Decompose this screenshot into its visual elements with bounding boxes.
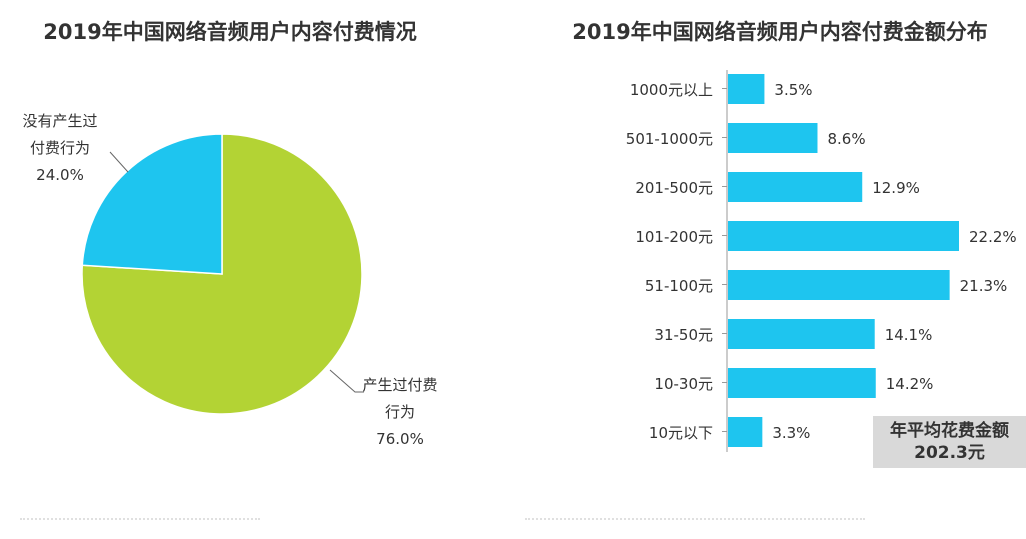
footer-source-left bbox=[20, 518, 260, 528]
pie-leader-line-1 bbox=[109, 151, 129, 173]
pie-slice-label-1: 没有产生过 bbox=[22, 112, 97, 130]
bar-category-label-3: 101-200元 bbox=[635, 228, 713, 246]
bar-value-label-7: 3.3% bbox=[772, 424, 810, 442]
pie-slice-label-0: 行为 bbox=[385, 403, 415, 421]
bar-7 bbox=[728, 417, 763, 447]
bar-value-label-0: 3.5% bbox=[774, 81, 812, 99]
pie-slice-label-0: 产生过付费 bbox=[362, 376, 437, 394]
average-spend-box: 年平均花费金额 202.3元 bbox=[873, 416, 1026, 468]
bar-value-label-6: 14.2% bbox=[886, 375, 934, 393]
bar-value-label-2: 12.9% bbox=[872, 179, 920, 197]
bar-category-label-1: 501-1000元 bbox=[626, 130, 713, 148]
bar-category-label-5: 31-50元 bbox=[654, 326, 713, 344]
pie-chart-title: 2019年中国网络音频用户内容付费情况 bbox=[43, 20, 417, 44]
bar-category-label-4: 51-100元 bbox=[645, 277, 713, 295]
bar-category-label-6: 10-30元 bbox=[654, 375, 713, 393]
bar-category-label-0: 1000元以上 bbox=[630, 81, 713, 99]
pie-slice-value-0: 76.0% bbox=[376, 430, 424, 448]
pie-slice-1 bbox=[81, 133, 223, 275]
bar-category-label-7: 10元以下 bbox=[649, 424, 713, 442]
pie-leader-line-0 bbox=[329, 369, 364, 393]
bar-value-label-1: 8.6% bbox=[827, 130, 865, 148]
pie-slice-value-1: 24.0% bbox=[36, 166, 84, 184]
pie-slice-0 bbox=[81, 133, 363, 415]
bar-2 bbox=[728, 172, 863, 202]
bar-0 bbox=[728, 74, 765, 104]
bar-1 bbox=[728, 123, 818, 153]
bar-chart-title: 2019年中国网络音频用户内容付费金额分布 bbox=[572, 20, 988, 44]
bar-6 bbox=[728, 368, 876, 398]
average-spend-label: 年平均花费金额 bbox=[890, 421, 1009, 441]
bar-value-label-5: 14.1% bbox=[885, 326, 933, 344]
bar-4 bbox=[728, 270, 950, 300]
pie-slice-label-1: 付费行为 bbox=[30, 139, 90, 157]
bar-value-label-4: 21.3% bbox=[960, 277, 1008, 295]
bar-3 bbox=[728, 221, 959, 251]
bar-5 bbox=[728, 319, 875, 349]
bar-value-label-3: 22.2% bbox=[969, 228, 1017, 246]
footer-source-right bbox=[525, 518, 865, 528]
bar-category-label-2: 201-500元 bbox=[635, 179, 713, 197]
average-spend-value: 202.3元 bbox=[914, 443, 985, 463]
